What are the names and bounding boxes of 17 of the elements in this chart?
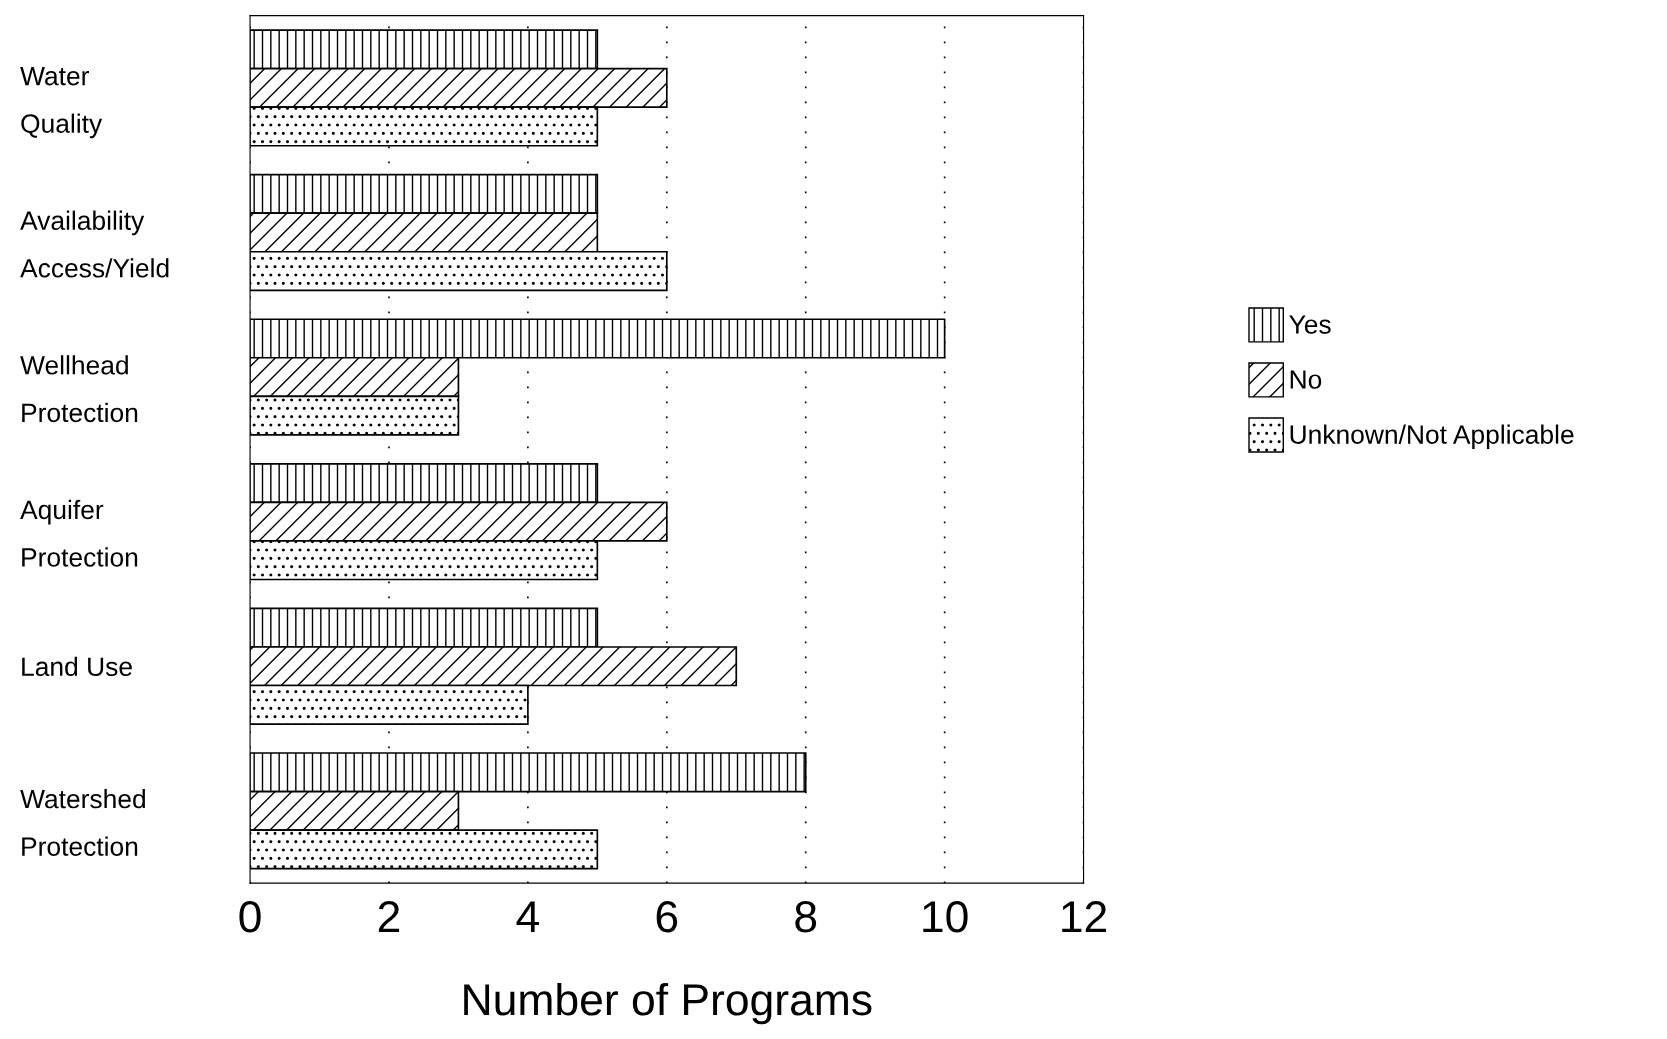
x-tick-label: 6: [656, 900, 678, 933]
x-tick-label: 2: [378, 900, 400, 933]
x-tick-label: 0: [239, 900, 261, 933]
x-axis-title: Number of Programs: [464, 982, 872, 1025]
y-tick-label: Wellhead Protection: [20, 355, 138, 423]
y-tick-label: Availability Access/Yield: [20, 210, 169, 278]
x-tick-label: 10: [923, 900, 968, 933]
y-tick-label: Aquifer Protection: [20, 499, 138, 567]
legend-label: No: [1290, 370, 1322, 389]
y-tick-label: Water Quality: [20, 66, 103, 139]
legend-label: Yes: [1289, 315, 1331, 334]
y-tick-label: Watershed Protection: [20, 788, 145, 856]
x-tick-label: 4: [516, 901, 539, 933]
x-tick-label: 8: [795, 900, 817, 933]
legend-label: Unknown/Not Applicable: [1290, 424, 1574, 450]
y-tick-label: Land Use: [22, 656, 132, 677]
x-tick-label: 12: [1062, 900, 1107, 933]
